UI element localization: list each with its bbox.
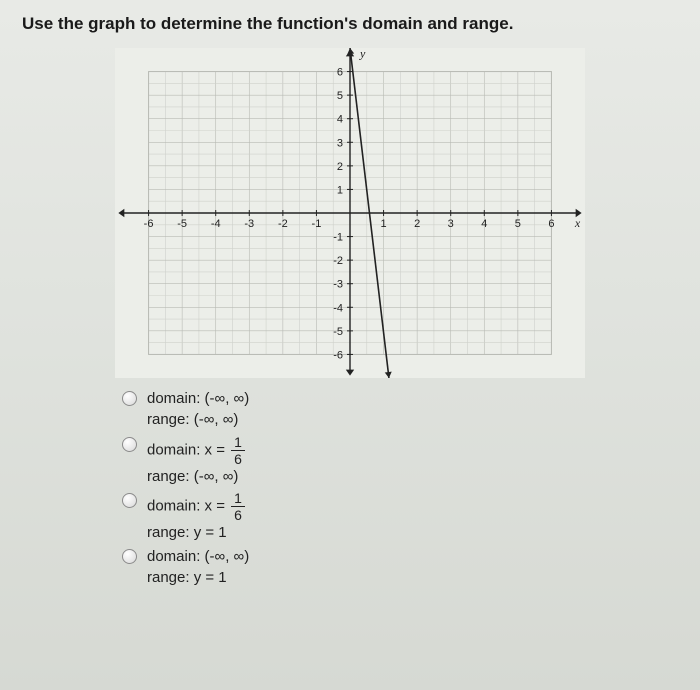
svg-text:x: x bbox=[574, 216, 581, 230]
svg-text:-3: -3 bbox=[244, 218, 254, 230]
svg-text:3: 3 bbox=[448, 218, 454, 230]
fraction: 16 bbox=[231, 435, 245, 466]
svg-text:-4: -4 bbox=[333, 302, 343, 314]
answer-text: domain: (-∞, ∞)range: (-∞, ∞) bbox=[147, 388, 249, 432]
svg-text:4: 4 bbox=[481, 218, 487, 230]
answer-text: domain: x = 16range: y = 1 bbox=[147, 490, 247, 544]
answer-choice-4[interactable]: domain: (-∞, ∞)range: y = 1 bbox=[122, 546, 678, 590]
svg-text:-2: -2 bbox=[333, 255, 343, 267]
svg-text:1: 1 bbox=[381, 218, 387, 230]
fraction: 16 bbox=[231, 491, 245, 522]
svg-text:-5: -5 bbox=[177, 218, 187, 230]
svg-text:2: 2 bbox=[337, 161, 343, 173]
svg-text:y: y bbox=[359, 48, 366, 60]
answer-choice-2[interactable]: domain: x = 16range: (-∞, ∞) bbox=[122, 434, 678, 488]
svg-text:3: 3 bbox=[337, 137, 343, 149]
radio-button[interactable] bbox=[122, 437, 137, 452]
svg-text:6: 6 bbox=[337, 67, 343, 79]
svg-text:-3: -3 bbox=[333, 279, 343, 291]
question-page: { "title": "Use the graph to determine t… bbox=[0, 0, 700, 690]
svg-text:-6: -6 bbox=[333, 349, 343, 361]
svg-text:-1: -1 bbox=[333, 232, 343, 244]
svg-text:-1: -1 bbox=[312, 218, 322, 230]
svg-text:5: 5 bbox=[515, 218, 521, 230]
svg-text:-4: -4 bbox=[211, 218, 221, 230]
svg-text:-5: -5 bbox=[333, 326, 343, 338]
answer-choice-3[interactable]: domain: x = 16range: y = 1 bbox=[122, 490, 678, 544]
radio-button[interactable] bbox=[122, 493, 137, 508]
question-title: Use the graph to determine the function'… bbox=[22, 14, 678, 34]
svg-text:-2: -2 bbox=[278, 218, 288, 230]
svg-text:4: 4 bbox=[337, 114, 343, 126]
svg-text:1: 1 bbox=[337, 184, 343, 196]
answer-choice-1[interactable]: domain: (-∞, ∞)range: (-∞, ∞) bbox=[122, 388, 678, 432]
radio-button[interactable] bbox=[122, 549, 137, 564]
graph-container: -6 -5 -4 -3 -2 -1 1 2 3 4 5 6 -6 -5 -4 -3 -2 -1 1 2 3 4 5 6 x y bbox=[115, 48, 585, 378]
function-graph: -6 -5 -4 -3 -2 -1 1 2 3 4 5 6 -6 -5 -4 -3 -2 -1 1 2 3 4 5 6 x y bbox=[115, 48, 585, 378]
svg-text:2: 2 bbox=[414, 218, 420, 230]
svg-text:6: 6 bbox=[548, 218, 554, 230]
answer-text: domain: (-∞, ∞)range: y = 1 bbox=[147, 546, 249, 590]
svg-text:-6: -6 bbox=[144, 218, 154, 230]
svg-text:5: 5 bbox=[337, 90, 343, 102]
answer-choices: domain: (-∞, ∞)range: (-∞, ∞)domain: x =… bbox=[122, 388, 678, 590]
answer-text: domain: x = 16range: (-∞, ∞) bbox=[147, 434, 247, 488]
radio-button[interactable] bbox=[122, 391, 137, 406]
